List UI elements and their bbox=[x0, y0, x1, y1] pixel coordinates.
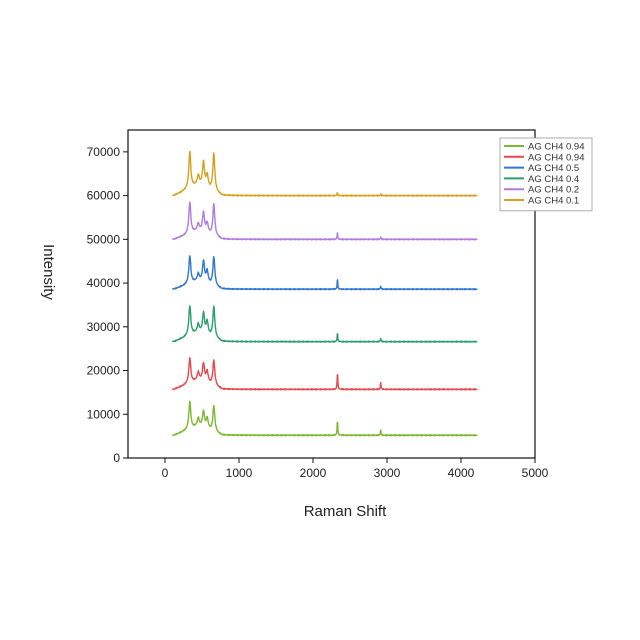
x-tick-label: 0 bbox=[162, 466, 169, 480]
legend-label: AG CH4 0.94 bbox=[528, 142, 585, 153]
legend-label: AG CH4 0.94 bbox=[528, 152, 585, 163]
series-line bbox=[171, 305, 478, 343]
y-tick-label: 30000 bbox=[87, 320, 121, 334]
series-layer bbox=[171, 150, 478, 437]
y-tick-label: 60000 bbox=[87, 189, 121, 203]
y-tick-label: 70000 bbox=[87, 145, 121, 159]
x-tick-label: 4000 bbox=[448, 466, 475, 480]
series-line bbox=[171, 400, 478, 437]
legend-label: AG CH4 0.5 bbox=[528, 163, 579, 174]
x-tick-label: 3000 bbox=[374, 466, 401, 480]
x-axis-title: Raman Shift bbox=[304, 503, 387, 520]
y-tick-label: 20000 bbox=[87, 364, 121, 378]
series-line bbox=[171, 201, 478, 241]
legend-label: AG CH4 0.1 bbox=[528, 196, 579, 207]
plot-area bbox=[127, 129, 536, 459]
axes-layer: 0 1000 2000 3000 4000 50000100002000030000400… bbox=[87, 145, 549, 480]
y-tick-label: 50000 bbox=[87, 232, 121, 246]
x-tick-label: 5000 bbox=[522, 466, 549, 480]
series-line bbox=[171, 150, 478, 197]
y-tick-label: 40000 bbox=[87, 276, 121, 290]
y-tick-label: 0 bbox=[113, 451, 120, 465]
y-tick-label: 10000 bbox=[87, 407, 121, 421]
legend-label: AG CH4 0.4 bbox=[528, 174, 579, 185]
x-tick-label: 1000 bbox=[226, 466, 253, 480]
y-axis-title: Intensity bbox=[40, 244, 57, 300]
series-line bbox=[171, 255, 478, 291]
legend-box bbox=[499, 137, 593, 212]
x-tick-label: 2000 bbox=[300, 466, 327, 480]
series-line bbox=[171, 357, 478, 391]
plot-frame bbox=[127, 129, 536, 459]
legend-label: AG CH4 0.2 bbox=[528, 185, 579, 196]
